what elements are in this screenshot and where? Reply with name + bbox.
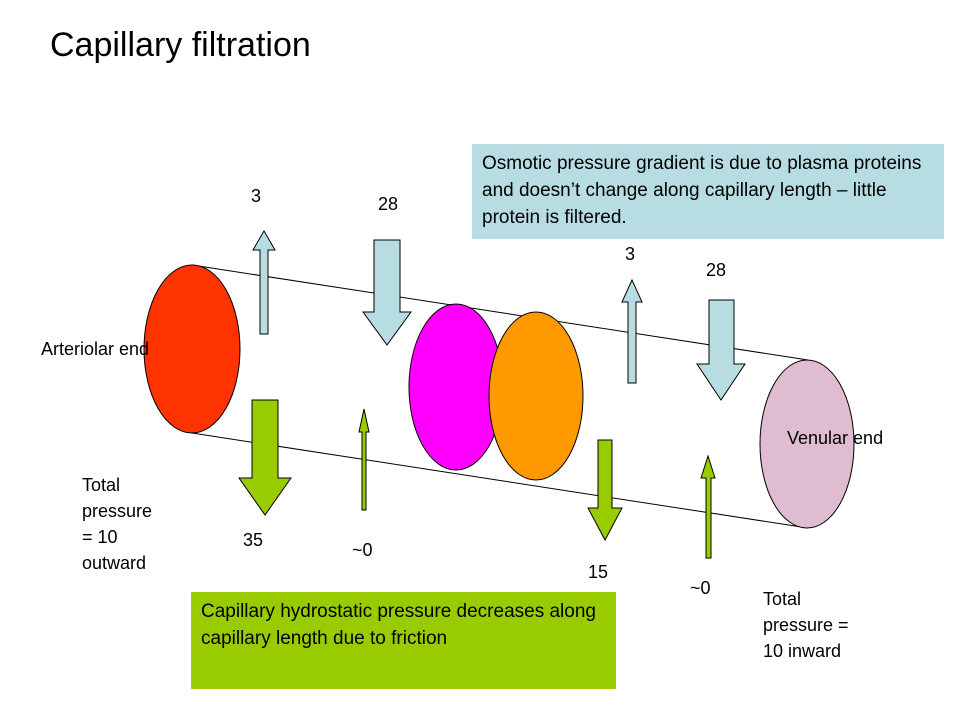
- arteriolar-osmotic-out-value: 3: [251, 186, 262, 206]
- arteriolar-end-label: Arteriolar end: [41, 339, 150, 359]
- arteriolar-total-line: = 10: [82, 527, 118, 547]
- arteriolar-osmotic-inward-arrow: [362, 239, 412, 346]
- hydrostatic-note: Capillary hydrostatic pressure decreases…: [191, 592, 616, 689]
- arteriolar-total-line: Total: [82, 475, 121, 495]
- slide-title: Capillary filtration: [50, 26, 311, 64]
- arteriolar-hydrostatic-out-value: 35: [243, 530, 264, 550]
- arteriolar-total-line: outward: [82, 553, 147, 573]
- arteriolar-total-pressure: Total pressure = 10 outward: [82, 472, 152, 576]
- venular-hydrostatic-in-value: ~0: [690, 578, 711, 598]
- venular-hydrostatic-out-value: 15: [588, 562, 609, 582]
- venular-osmotic-inward-arrow: [696, 299, 746, 401]
- venular-osmotic-out-value: 3: [625, 244, 636, 264]
- venular-hydrostatic-outward-arrow: [587, 439, 623, 542]
- arteriolar-hydrostatic-inward-arrow: [358, 408, 370, 511]
- arteriolar-osmotic-in-value: 28: [378, 194, 399, 214]
- capillary-bottom-edge: [191, 432, 809, 529]
- osmotic-note: Osmotic pressure gradient is due to plas…: [472, 144, 944, 239]
- venular-total-line: pressure =: [763, 615, 849, 635]
- venular-total-line: Total: [763, 589, 802, 609]
- arteriolar-hydrostatic-in-value: ~0: [352, 540, 373, 560]
- venular-osmotic-outward-arrow: [621, 278, 643, 384]
- middle-cross-section-orange: [488, 311, 584, 481]
- arteriolar-cross-section: [143, 264, 241, 434]
- venular-osmotic-in-value: 28: [706, 260, 727, 280]
- venular-total-line: 10 inward: [763, 641, 842, 661]
- venular-cross-section: [759, 359, 855, 529]
- capillary-top-edge: [191, 264, 809, 361]
- venular-hydrostatic-inward-arrow: [700, 454, 716, 559]
- arteriolar-hydrostatic-outward-arrow: [238, 399, 292, 516]
- venular-end-label: Venular end: [787, 428, 884, 448]
- arteriolar-osmotic-outward-arrow: [252, 230, 276, 335]
- arteriolar-total-line: pressure: [82, 501, 153, 521]
- venular-total-pressure: Total pressure = 10 inward: [763, 586, 849, 664]
